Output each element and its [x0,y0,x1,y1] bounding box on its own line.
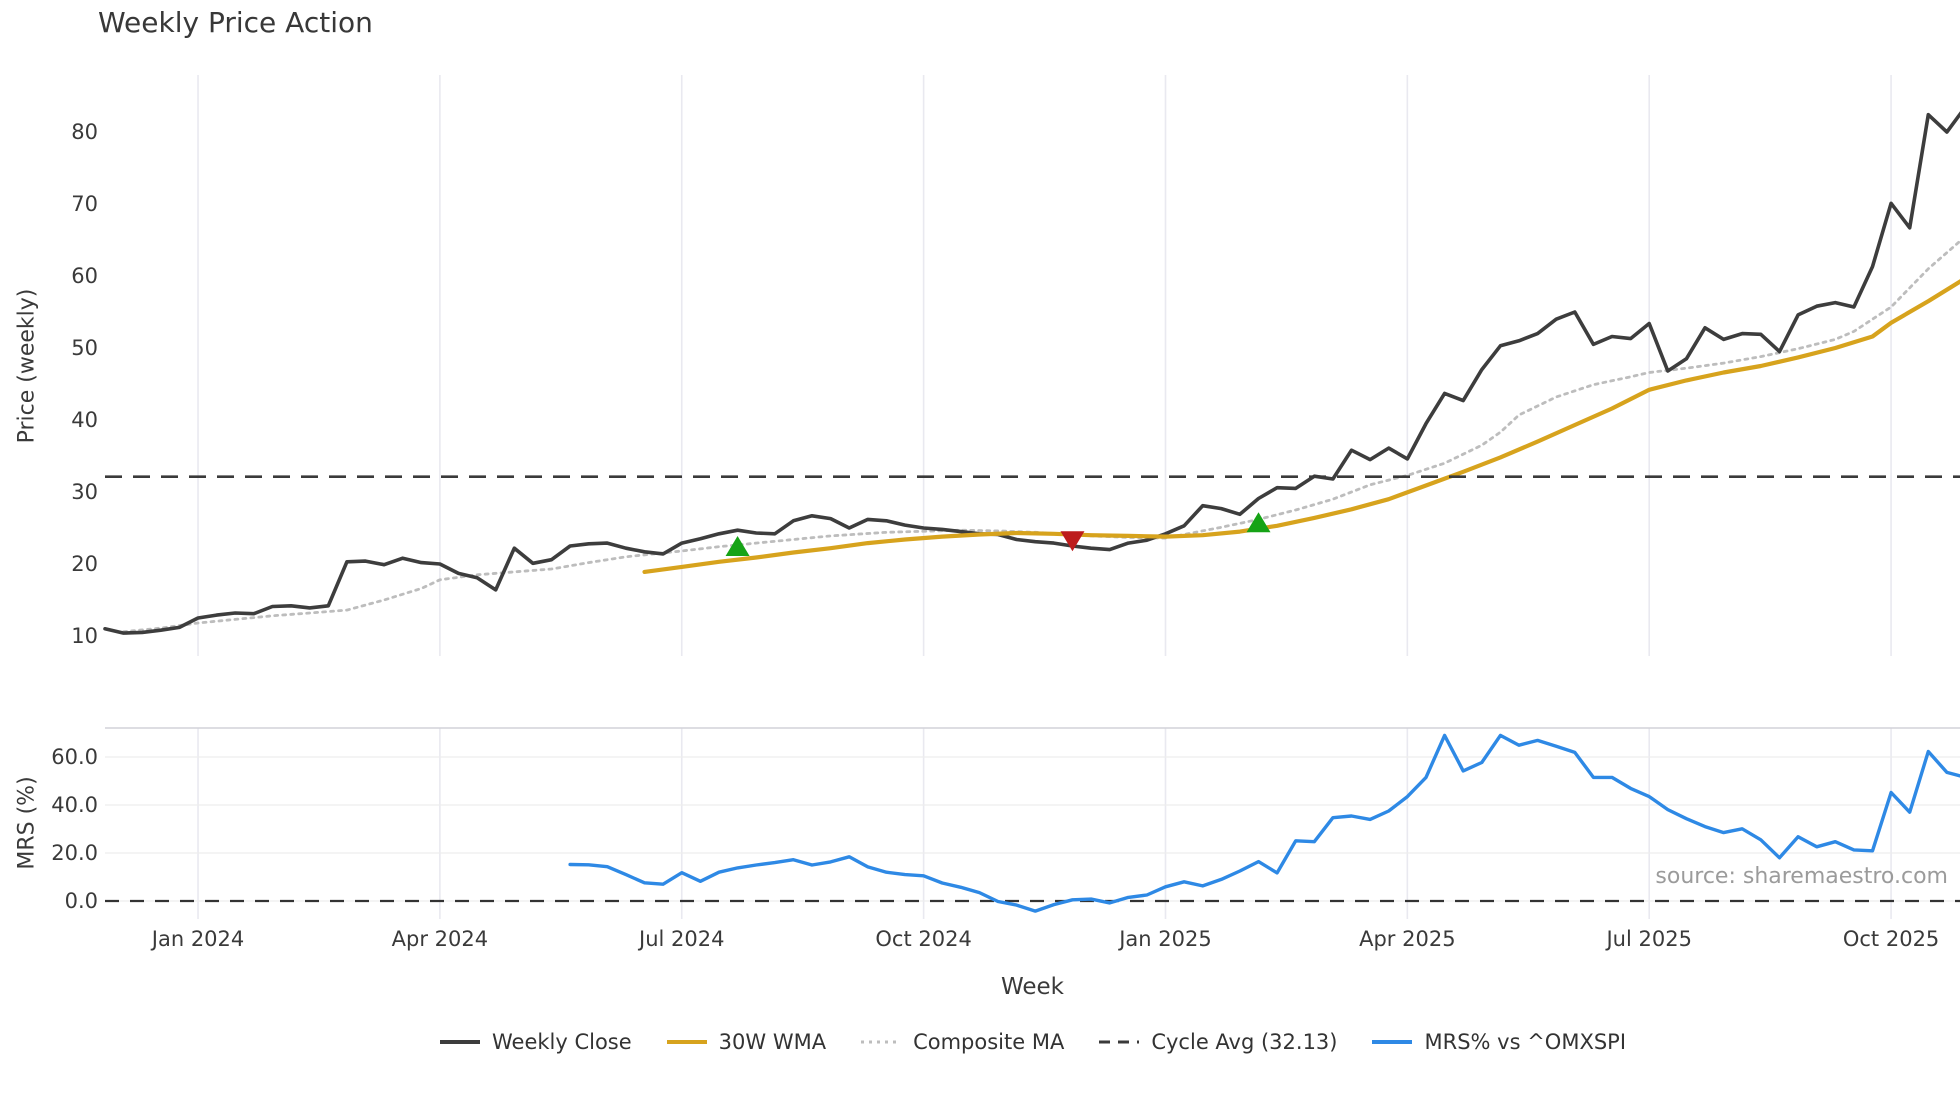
x-tick: Apr 2024 [391,927,489,951]
buy-marker-icon [725,536,750,556]
mrs-y-tick: 60.0 [51,745,98,769]
x-tick: Oct 2024 [875,927,972,951]
page-title: Weekly Price Action [98,6,373,39]
legend-item: Cycle Avg (32.13) [1098,1030,1337,1054]
price-y-tick: 70 [71,192,98,216]
x-tick: Jan 2024 [151,927,245,951]
legend-swatch-icon [439,1040,480,1044]
legend-item: MRS% vs ^OMXSPI [1371,1030,1626,1054]
mrs-line [568,733,1960,913]
price-y-tick: 50 [71,336,98,360]
mrs-y-tick: 40.0 [51,793,98,817]
x-tick: Jul 2025 [1606,927,1692,951]
legend-label: Weekly Close [491,1030,632,1054]
legend-item: Composite MA [860,1030,1064,1054]
source-note: source: sharemaestro.com [1655,864,1948,889]
legend-swatch-icon [666,1040,707,1044]
legend-swatch-icon [1372,1040,1413,1044]
legend: Weekly Close 30W WMA Composite MA Cycle Avg… [105,1030,1960,1054]
price-y-tick: 10 [71,624,98,648]
price-y-tick: 30 [71,480,98,504]
legend-label: MRS% vs ^OMXSPI [1424,1030,1627,1054]
x-axis-label: Week [1000,974,1064,1000]
price-y-tick: 60 [71,264,98,288]
legend-swatch-icon [861,1040,902,1044]
legend-item: Weekly Close [439,1030,632,1054]
composite-ma-line [122,239,1960,634]
legend-label: Cycle Avg (32.13) [1151,1030,1338,1054]
wma-30w-line [642,279,1960,575]
legend-label: 30W WMA [718,1030,827,1054]
price-y-tick: 40 [71,408,98,432]
x-tick: Oct 2025 [1842,927,1940,951]
buy-marker-icon [1246,512,1271,533]
weekly-close-line [103,111,1960,635]
x-tick: Jan 2025 [1119,927,1212,951]
legend-swatch-icon [1099,1040,1140,1044]
legend-item: 30W WMA [666,1030,826,1054]
mrs-y-tick: 0.0 [64,889,98,913]
sell-marker-icon [1060,531,1085,552]
legend-label: Composite MA [913,1030,1065,1054]
price-y-tick: 20 [71,552,98,576]
price-y-tick: 80 [71,120,98,144]
x-tick: Apr 2025 [1359,927,1456,951]
x-tick: Jul 2024 [639,927,725,951]
mrs-y-tick: 20.0 [51,841,98,865]
